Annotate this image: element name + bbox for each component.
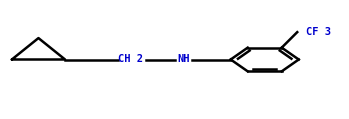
Text: CF 3: CF 3 [306, 27, 331, 37]
Text: CH 2: CH 2 [118, 55, 143, 64]
Text: NH: NH [177, 55, 190, 64]
